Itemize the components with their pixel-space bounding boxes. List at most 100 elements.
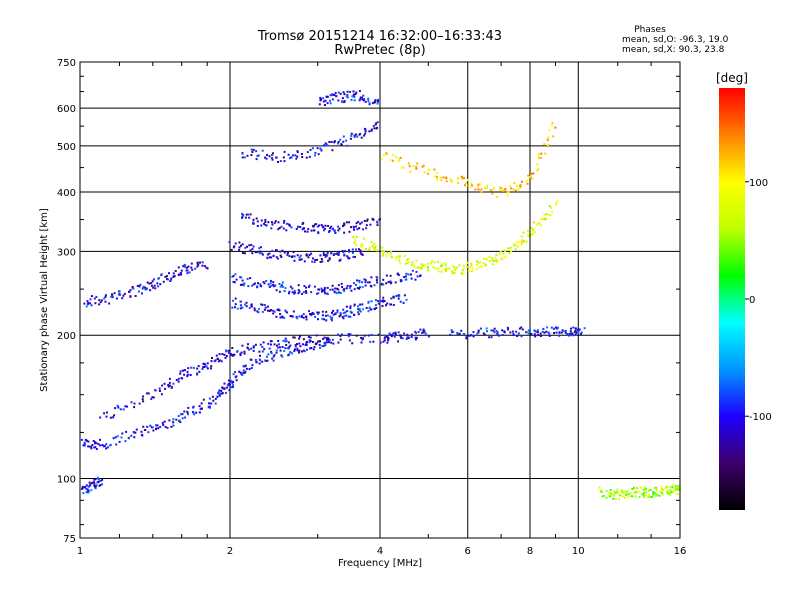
data-point xyxy=(181,413,184,416)
data-point xyxy=(305,291,308,294)
data-point xyxy=(379,341,382,344)
data-point xyxy=(401,166,404,169)
data-point xyxy=(312,225,315,228)
data-point xyxy=(310,291,313,294)
data-point xyxy=(270,256,273,259)
data-point xyxy=(329,94,332,97)
data-point xyxy=(350,311,353,314)
data-point xyxy=(293,349,296,352)
data-point xyxy=(120,436,123,439)
data-point xyxy=(461,269,464,272)
data-point xyxy=(377,98,380,101)
data-point xyxy=(389,252,392,255)
data-point xyxy=(428,168,431,171)
data-point xyxy=(284,287,287,289)
data-point xyxy=(405,262,407,265)
data-point xyxy=(227,349,230,352)
data-point xyxy=(361,338,364,341)
data-point xyxy=(423,264,426,267)
data-point xyxy=(365,227,368,230)
data-point xyxy=(298,349,301,352)
data-point xyxy=(630,491,632,494)
data-point xyxy=(238,241,241,244)
data-point xyxy=(376,102,379,105)
data-point xyxy=(151,396,154,399)
data-point xyxy=(285,222,288,225)
data-point xyxy=(155,427,158,430)
data-point xyxy=(353,241,356,244)
data-point xyxy=(300,316,303,318)
data-point xyxy=(277,257,279,260)
data-point xyxy=(172,424,175,427)
data-point xyxy=(339,258,342,261)
data-point xyxy=(383,300,386,302)
data-point xyxy=(142,425,145,428)
data-point xyxy=(381,254,384,257)
data-point xyxy=(484,264,487,267)
data-point xyxy=(208,397,211,400)
data-point xyxy=(292,310,295,313)
data-point xyxy=(333,93,336,96)
data-point xyxy=(328,339,331,342)
data-point xyxy=(674,485,677,488)
data-point xyxy=(439,176,442,179)
data-point xyxy=(482,332,485,335)
data-point xyxy=(338,315,341,318)
data-point xyxy=(270,352,273,355)
data-point xyxy=(491,257,494,259)
data-point xyxy=(331,288,334,291)
data-point xyxy=(499,189,502,192)
data-point xyxy=(177,415,180,417)
data-point xyxy=(233,281,236,284)
data-point xyxy=(364,128,367,131)
data-point xyxy=(357,311,359,314)
data-point xyxy=(405,298,408,301)
data-point xyxy=(259,250,262,253)
data-point xyxy=(104,300,107,303)
data-point xyxy=(470,270,473,272)
data-point xyxy=(390,297,393,300)
colorbar-tick-label: 0 xyxy=(749,295,755,306)
data-point xyxy=(133,406,136,409)
data-point xyxy=(352,255,355,258)
data-point xyxy=(376,249,379,252)
data-point xyxy=(223,382,226,385)
data-point xyxy=(516,335,519,338)
data-point xyxy=(198,370,201,373)
data-point xyxy=(574,329,577,332)
data-point xyxy=(525,240,528,243)
data-point xyxy=(261,303,264,306)
data-point xyxy=(258,350,261,353)
data-point xyxy=(564,329,567,332)
data-point xyxy=(362,94,365,97)
data-point xyxy=(332,342,335,345)
data-point xyxy=(376,220,379,223)
data-point xyxy=(330,341,333,344)
data-point xyxy=(416,275,419,278)
data-point xyxy=(557,326,559,329)
data-point xyxy=(345,95,348,98)
data-point xyxy=(97,443,100,446)
data-point xyxy=(232,373,235,376)
data-point xyxy=(307,336,310,338)
data-point xyxy=(453,266,456,269)
data-point xyxy=(435,172,438,174)
data-point xyxy=(480,191,483,194)
data-point xyxy=(302,338,305,341)
data-point xyxy=(642,493,645,496)
data-point xyxy=(553,332,555,334)
data-point xyxy=(314,259,317,261)
data-point xyxy=(192,366,195,369)
data-point xyxy=(196,265,199,268)
data-point xyxy=(407,162,410,165)
data-point xyxy=(571,334,574,337)
data-point xyxy=(527,230,529,233)
data-point xyxy=(364,248,367,250)
data-point xyxy=(256,285,259,288)
data-point xyxy=(229,352,232,355)
data-point xyxy=(350,289,353,292)
data-point xyxy=(382,283,385,286)
data-point xyxy=(330,252,332,255)
data-point xyxy=(99,301,102,304)
